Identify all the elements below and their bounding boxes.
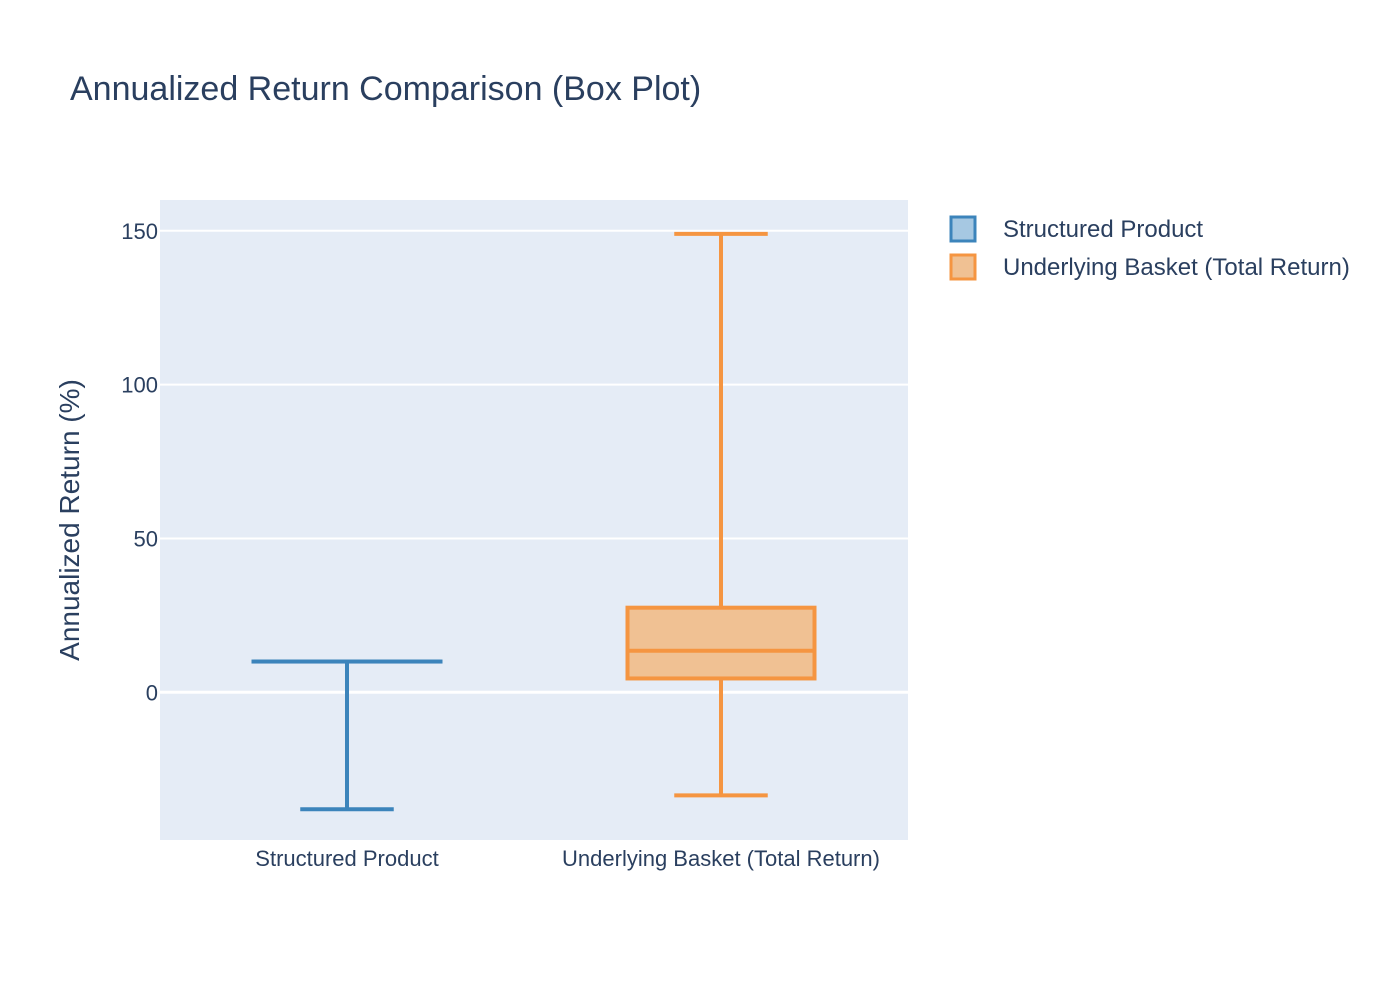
legend-label: Structured Product xyxy=(1003,216,1203,243)
y-tick-label: 100 xyxy=(121,373,158,398)
legend[interactable]: Structured Product Underlying Basket (Tot… xyxy=(949,215,1350,281)
plot-area xyxy=(160,200,908,840)
chart-title: Annualized Return Comparison (Box Plot) xyxy=(70,70,701,108)
legend-swatch xyxy=(949,215,977,243)
x-tick-label: Structured Product xyxy=(255,846,438,871)
box-series xyxy=(251,231,817,812)
x-tick-label: Underlying Basket (Total Return) xyxy=(562,846,880,871)
y-tick-label: 50 xyxy=(134,526,158,551)
y-tick-label: 0 xyxy=(146,680,158,705)
gridlines xyxy=(160,229,908,694)
legend-swatch xyxy=(949,253,977,281)
legend-item[interactable]: Structured Product xyxy=(949,215,1203,243)
y-axis-title: Annualized Return (%) xyxy=(54,379,85,661)
box-1 xyxy=(625,231,817,798)
y-axis-ticks: 0 50 100 150 xyxy=(121,219,158,706)
legend-item[interactable]: Underlying Basket (Total Return) xyxy=(949,253,1350,281)
y-tick-label: 150 xyxy=(121,219,158,244)
legend-label: Underlying Basket (Total Return) xyxy=(1003,254,1350,281)
x-axis-ticks: Structured Product Underlying Basket (Tot… xyxy=(255,846,880,871)
iqr-box xyxy=(625,605,817,681)
box-0 xyxy=(251,659,443,812)
